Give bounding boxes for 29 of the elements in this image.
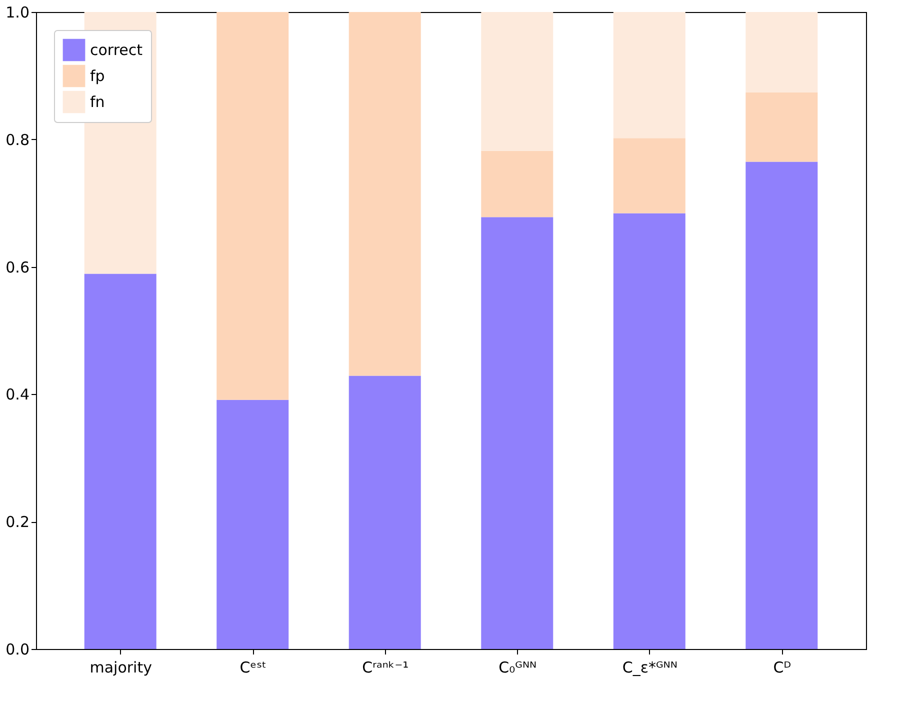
bar bbox=[746, 162, 818, 649]
bar bbox=[216, 400, 289, 649]
bar bbox=[613, 213, 686, 649]
bar bbox=[481, 12, 554, 151]
x-tick-label: majority bbox=[90, 658, 152, 676]
legend-label: fp bbox=[90, 67, 105, 85]
x-tick-label: C₀ᴳᴺᴺ bbox=[498, 658, 537, 676]
bar bbox=[746, 92, 818, 162]
legend-label: fn bbox=[90, 93, 105, 111]
y-tick-label: 0.6 bbox=[6, 258, 30, 276]
x-tick-label: Cᴰ bbox=[773, 658, 792, 676]
bar bbox=[348, 12, 421, 376]
x-tick-label: Cʳᵃⁿᵏ⁻¹ bbox=[362, 658, 409, 676]
bar bbox=[216, 12, 289, 400]
y-tick-label: 0.4 bbox=[6, 386, 30, 404]
legend-label: correct bbox=[90, 41, 143, 59]
bar bbox=[84, 274, 156, 649]
x-tick-label: Cᵉˢᵗ bbox=[240, 658, 266, 676]
x-tick-label: C_ε*ᴳᴺᴺ bbox=[622, 658, 678, 676]
y-tick-label: 0.8 bbox=[6, 130, 30, 149]
bar bbox=[481, 150, 554, 218]
y-tick-label: 0.2 bbox=[6, 513, 30, 532]
y-tick-label: 1.0 bbox=[6, 4, 30, 22]
bar bbox=[746, 12, 818, 92]
bar bbox=[613, 12, 686, 138]
bar bbox=[348, 376, 421, 649]
bar bbox=[613, 138, 686, 214]
y-tick-label: 0.0 bbox=[6, 640, 30, 658]
bar bbox=[481, 217, 554, 649]
